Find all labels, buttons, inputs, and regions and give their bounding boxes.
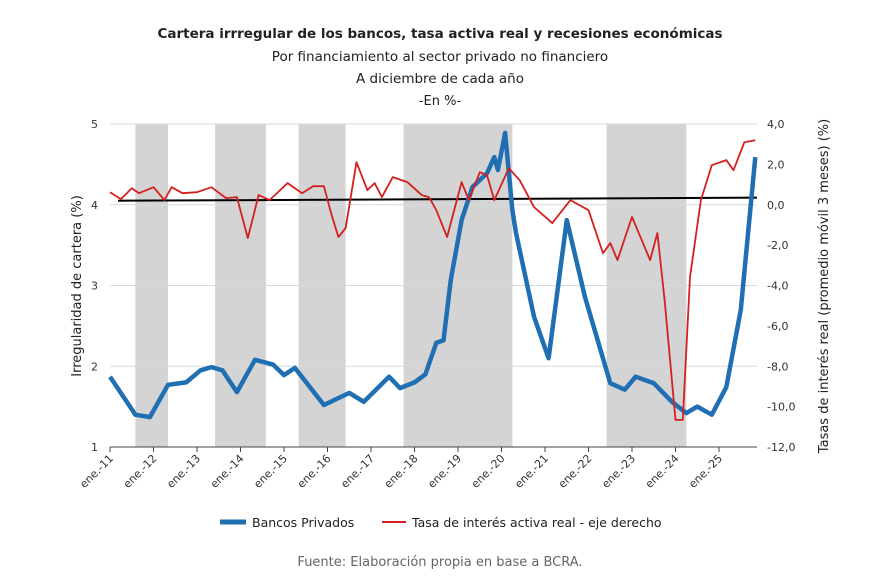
series-line-tasa-activa-real <box>109 139 756 421</box>
x-tick-label: ene.-13 <box>164 452 203 491</box>
y2-tick-label: -2,0 <box>767 239 788 252</box>
x-tick-label: ene.-15 <box>251 452 290 491</box>
legend-label-tasa: Tasa de interés activa real - eje derech… <box>411 515 662 530</box>
y2-tick-label: 2,0 <box>767 158 785 171</box>
y2-tick-label: -6,0 <box>767 320 788 333</box>
y-tick-label: 1 <box>91 441 98 454</box>
x-tick-label: ene.-11 <box>77 452 116 491</box>
y-tick-label: 5 <box>91 118 98 131</box>
y-tick-label: 2 <box>91 360 98 373</box>
y2-axis-label: Tasas de interés real (promedio móvil 3 … <box>817 119 832 454</box>
x-tick-label: ene.-18 <box>382 452 421 491</box>
source-note: Fuente: Elaboración propia en base a BCR… <box>297 555 582 570</box>
x-tick-label: ene.-19 <box>425 452 464 491</box>
series-line-bancos-privados <box>108 130 758 420</box>
x-tick-label: ene.-22 <box>556 452 595 491</box>
y2-tick-label: -4,0 <box>767 280 788 293</box>
chart-subtitle-3: -En %- <box>419 94 462 109</box>
y-tick-label: 4 <box>91 199 98 212</box>
x-tick-label: ene.-12 <box>121 452 160 491</box>
x-tick-label: ene.-14 <box>208 452 247 491</box>
y-tick-label: 3 <box>91 280 98 293</box>
legend: Bancos Privados Tasa de interés activa r… <box>220 515 662 530</box>
y2-tick-label: -8,0 <box>767 360 788 373</box>
x-tick-label: ene.-23 <box>599 452 638 491</box>
x-tick-label: ene.-25 <box>686 452 725 491</box>
chart-subtitle-1: Por financiamiento al sector privado no … <box>272 49 608 65</box>
chart-title: Cartera irrregular de los bancos, tasa a… <box>157 26 722 42</box>
y-axis-label: Irregularidad de cartera (%) <box>70 195 85 377</box>
x-tick-label: ene.-20 <box>469 452 508 491</box>
y2-tick-label: -12,0 <box>767 441 795 454</box>
chart-subtitle-2: A diciembre de cada año <box>356 71 524 87</box>
y2-tick-label: -10,0 <box>767 401 795 414</box>
legend-label-bancos: Bancos Privados <box>252 515 354 530</box>
y2-tick-label: 4,0 <box>767 118 785 131</box>
x-tick-label: ene.-16 <box>295 452 334 491</box>
x-tick-label: ene.-17 <box>338 452 377 491</box>
x-tick-label: ene.-24 <box>643 452 682 491</box>
series-lines <box>108 130 758 421</box>
x-tick-label: ene.-21 <box>512 452 551 491</box>
reference-line <box>117 196 758 202</box>
y2-tick-label: 0,0 <box>767 199 785 212</box>
